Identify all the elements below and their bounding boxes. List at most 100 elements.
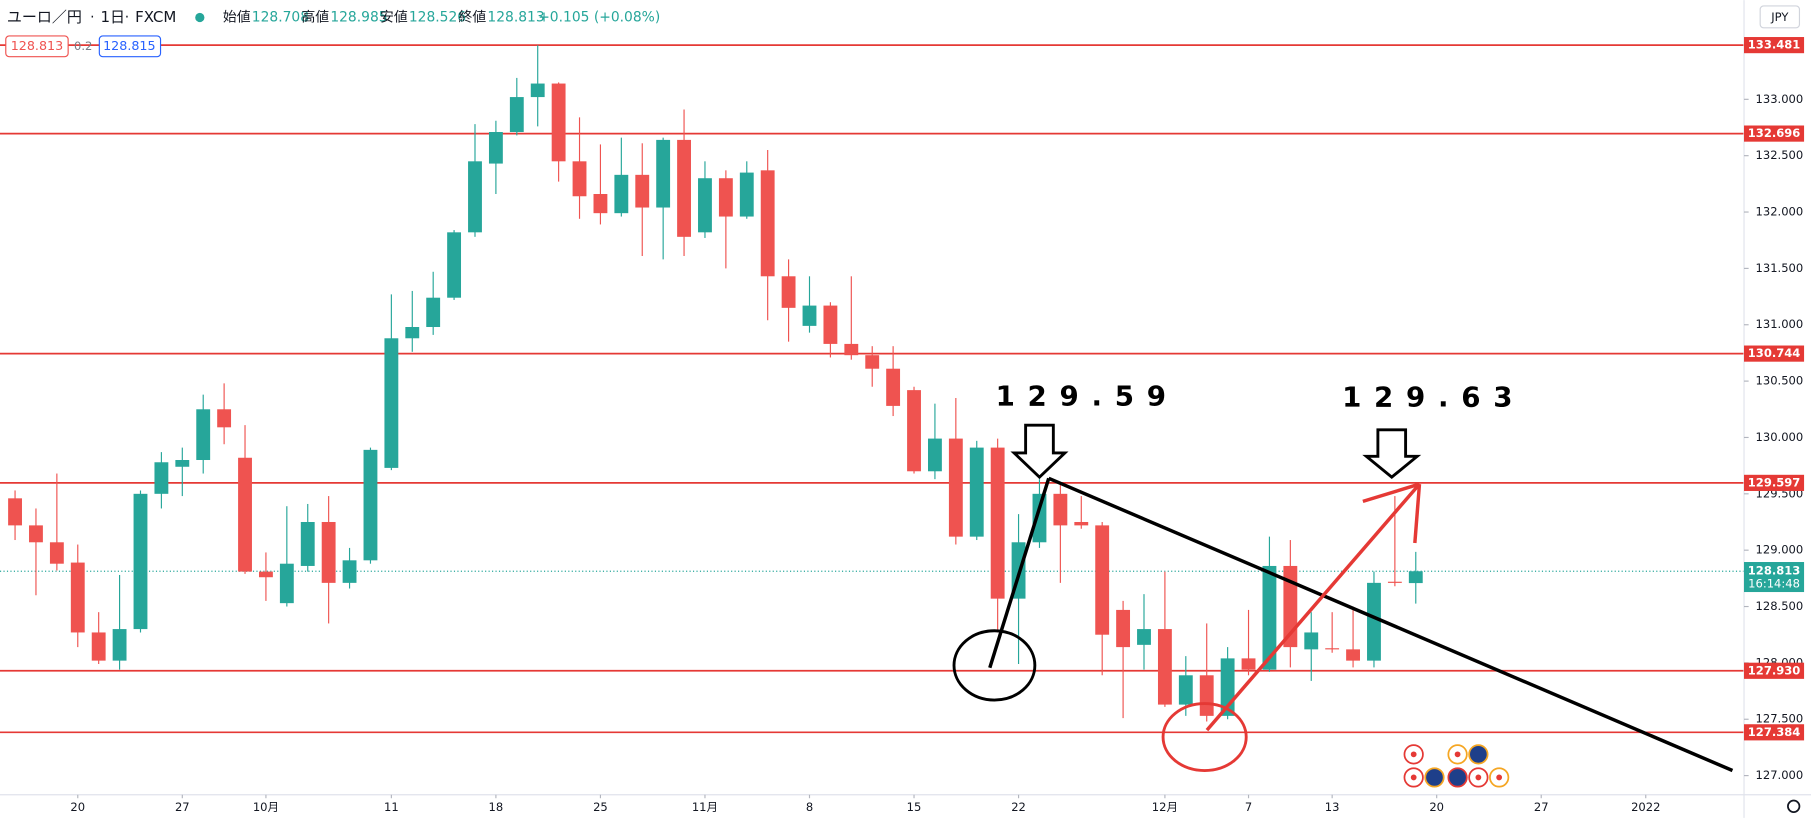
- x-tick-label: 2022: [1631, 800, 1660, 814]
- arrow-head: [1413, 483, 1422, 544]
- last-price-box: [1744, 562, 1805, 593]
- legend-value: 128.985: [330, 9, 387, 25]
- symbol: ユーロ／円: [7, 8, 82, 26]
- x-tick-label: 15: [907, 800, 922, 814]
- x-tick-label: 11月: [692, 800, 718, 814]
- trend-line: [1048, 476, 1734, 773]
- x-tick-label: 8: [806, 800, 813, 814]
- x-tick-label: 12月: [1152, 800, 1178, 814]
- candle-body: [718, 178, 733, 217]
- settings-icon[interactable]: [1787, 799, 1801, 813]
- axes: 127.000127.500128.000128.500129.000129.5…: [70, 37, 1805, 814]
- annotation: 129.59: [996, 379, 1179, 412]
- candle-body: [656, 139, 671, 208]
- interval: 1日: [100, 8, 125, 26]
- candle-body: [258, 571, 273, 578]
- candle-body: [928, 438, 942, 472]
- separator: ·: [125, 9, 129, 25]
- candle-body: [760, 170, 775, 277]
- candle-body: [468, 161, 482, 233]
- price-line-label: 133.481: [1748, 38, 1801, 52]
- price-line-label: 132.696: [1748, 126, 1801, 140]
- countdown: 16:14:48: [1748, 576, 1800, 590]
- y-tick-label: 127.000: [1756, 768, 1804, 782]
- y-tick-label: 132.000: [1756, 205, 1804, 219]
- price-line-label: 130.744: [1748, 346, 1801, 360]
- candle-body: [321, 521, 336, 583]
- legend-label: 高値: [301, 8, 329, 25]
- candle-body: [1346, 649, 1360, 661]
- candle-body: [175, 460, 190, 467]
- candle-body: [49, 542, 64, 564]
- event-icons: [1403, 744, 1510, 788]
- price-line-label: 129.597: [1748, 475, 1801, 489]
- candle-body: [133, 493, 148, 630]
- candle-body: [196, 409, 211, 461]
- drawings: 129.59 129.63: [952, 379, 1734, 773]
- candle-body: [990, 447, 1005, 599]
- down-arrow: [1010, 423, 1069, 480]
- price-line-label: 127.930: [1748, 663, 1801, 677]
- candle-body: [614, 174, 629, 214]
- currency-button[interactable]: [1759, 5, 1801, 29]
- y-tick-label: 131.500: [1756, 261, 1804, 275]
- candle-body: [1178, 675, 1193, 705]
- candle-body: [70, 562, 85, 633]
- x-tick-label: 20: [1429, 800, 1444, 814]
- candle-body: [426, 297, 441, 328]
- legend-label: 安値: [380, 9, 408, 25]
- candle-body: [279, 563, 294, 604]
- circle-mark: [952, 629, 1037, 702]
- candle-body: [1283, 565, 1298, 648]
- candle-body: [969, 447, 984, 537]
- candle-body: [530, 83, 545, 98]
- candle-body: [1367, 582, 1381, 661]
- y-tick-label: 130.500: [1756, 374, 1804, 388]
- candle-body: [488, 132, 503, 164]
- y-tick-label: 128.500: [1756, 599, 1804, 613]
- legend-label: 始値: [223, 9, 251, 25]
- candle-body: [948, 438, 963, 537]
- last-price-label: 128.813: [1748, 564, 1801, 578]
- legend-label: 終値: [459, 9, 487, 25]
- candle-body: [509, 97, 524, 133]
- candle-body: [1304, 632, 1319, 650]
- candle-body: [238, 457, 252, 572]
- candle-body: [698, 178, 712, 233]
- candle-body: [300, 521, 315, 566]
- candle-body: [739, 172, 754, 217]
- candle-body: [1032, 493, 1047, 543]
- price-line-label-box: [1744, 724, 1805, 741]
- ask-box[interactable]: [98, 35, 162, 58]
- arrow-line: [1205, 482, 1421, 732]
- candle-body: [1262, 565, 1277, 670]
- candle-body: [823, 305, 838, 344]
- candle-body: [447, 232, 462, 298]
- candle-body: [677, 139, 691, 237]
- candle-body: [1074, 521, 1089, 526]
- candle-body: [1116, 609, 1131, 648]
- candle-body: [1241, 658, 1256, 670]
- candle-body: [8, 498, 22, 526]
- bid-box[interactable]: [5, 35, 69, 58]
- candle-body: [844, 343, 859, 356]
- candle-body: [802, 305, 817, 326]
- candle-body: [1095, 525, 1110, 635]
- candle-body: [384, 338, 399, 468]
- price-line-label-box: [1744, 474, 1805, 491]
- candle-body: [217, 409, 232, 428]
- legend-value: 128.708: [252, 9, 309, 25]
- candle-body: [1387, 581, 1402, 583]
- candle-body: [1053, 493, 1068, 526]
- header: ユーロ／円 · 1日 · FXCM 始値 128.708 高値 128.985 …: [5, 5, 1801, 813]
- status-dot: [195, 12, 205, 23]
- annotation: 129.63: [1342, 381, 1525, 414]
- separator: ·: [90, 9, 94, 25]
- candle-body: [865, 355, 880, 369]
- y-tick-label: 132.500: [1756, 148, 1804, 162]
- bid: 128.813: [11, 38, 63, 53]
- candle-body: [907, 390, 921, 472]
- x-tick-label: 27: [175, 800, 190, 814]
